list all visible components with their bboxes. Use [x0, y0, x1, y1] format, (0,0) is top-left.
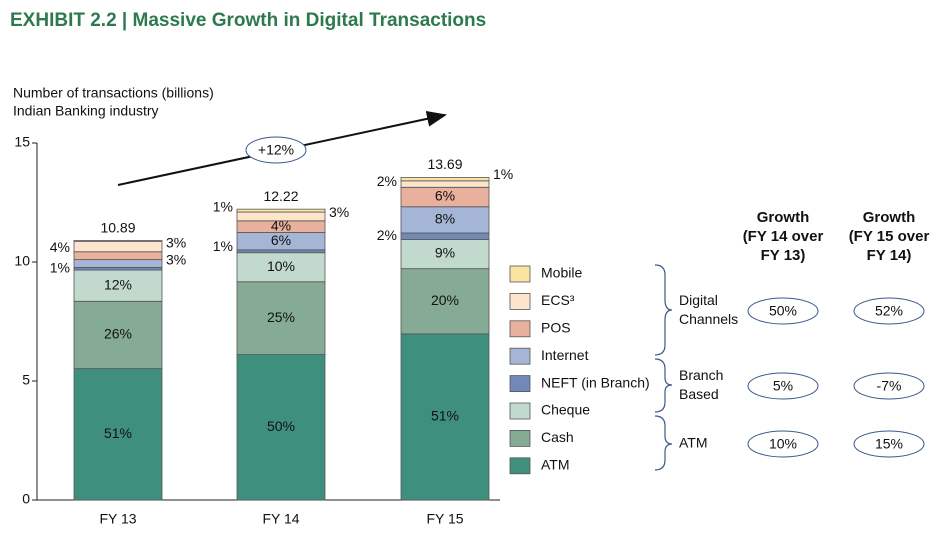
legend-label: ECS³ [541, 292, 575, 308]
table-header: (FY 14 over [743, 228, 824, 245]
bar-segment [400, 180, 490, 188]
bar-segment [400, 238, 490, 270]
value-ellipse [747, 297, 819, 325]
annotation: +12% [258, 142, 294, 158]
annotation-ellipse [245, 136, 307, 164]
table-value: 52% [875, 303, 903, 319]
table-value: 50% [769, 303, 797, 319]
legend-swatch [509, 429, 531, 447]
data-label: 50% [267, 418, 295, 434]
bar-segment [400, 206, 490, 234]
bar-segment [400, 333, 490, 501]
data-label: 3% [329, 204, 349, 220]
bar-segment [73, 300, 163, 370]
data-label: 6% [271, 232, 291, 248]
data-label: 12% [104, 276, 132, 292]
table-header: Growth [757, 209, 810, 226]
data-label: 51% [104, 425, 132, 441]
value-ellipse [853, 372, 925, 400]
data-label: 8% [435, 211, 455, 227]
data-label: 4% [50, 239, 70, 255]
table-value: 5% [773, 378, 793, 394]
data-label: 51% [431, 408, 459, 424]
bar-segment [236, 252, 326, 283]
table-value: -7% [877, 378, 902, 394]
data-label: 2% [377, 173, 397, 189]
bar-segment [73, 240, 163, 242]
legend-swatch [509, 375, 531, 393]
data-label: 25% [267, 309, 295, 325]
legend-label: Cash [541, 429, 574, 445]
data-label: 2% [377, 227, 397, 243]
data-label: 1% [213, 198, 233, 214]
table-header: (FY 15 over [849, 228, 930, 245]
row-label: ATM [679, 435, 708, 451]
chart-title: EXHIBIT 2.2 | Massive Growth in Digital … [10, 10, 486, 31]
total-label: 12.22 [263, 188, 298, 204]
bar-segment [400, 177, 490, 182]
row-label: Channels [679, 311, 738, 327]
bar-segment [236, 211, 326, 222]
bar-segment [236, 354, 326, 501]
y-axis-label: Number of transactions (billions) [13, 85, 214, 101]
y-axis-label: Indian Banking industry [13, 103, 159, 119]
table-value: 10% [769, 436, 797, 452]
legend-label: Cheque [541, 402, 590, 418]
legend-swatch [509, 292, 531, 310]
data-label: 1% [493, 166, 513, 182]
value-ellipse [853, 430, 925, 458]
data-label: 1% [50, 259, 70, 275]
x-tick-label: FY 13 [99, 511, 136, 527]
total-label: 13.69 [427, 156, 462, 172]
bar-segment [73, 251, 163, 261]
legend-label: NEFT (in Branch) [541, 374, 650, 390]
data-label: 6% [435, 188, 455, 204]
x-tick-label: FY 14 [262, 511, 299, 527]
bar-segment [73, 259, 163, 268]
legend-swatch [509, 347, 531, 365]
legend-swatch [509, 320, 531, 338]
value-ellipse [853, 297, 925, 325]
row-label: Branch [679, 367, 723, 383]
legend-label: ATM [541, 457, 570, 473]
bar-segment [236, 208, 326, 213]
table-header: FY 14) [867, 247, 912, 264]
data-label: 4% [271, 217, 291, 233]
legend-label: Mobile [541, 265, 582, 281]
data-label: 10% [267, 258, 295, 274]
data-label: 1% [213, 238, 233, 254]
bar-segment [236, 281, 326, 355]
data-label: 3% [166, 234, 186, 250]
data-label: 20% [431, 292, 459, 308]
legend-label: POS [541, 320, 571, 336]
y-tick-label: 15 [14, 134, 30, 150]
y-tick-label: 10 [14, 253, 30, 269]
y-tick-label: 0 [22, 491, 30, 507]
row-label: Based [679, 386, 719, 402]
table-header: Growth [863, 209, 916, 226]
data-label: 9% [435, 245, 455, 261]
legend-swatch [509, 402, 531, 420]
x-tick-label: FY 15 [426, 511, 463, 527]
row-label: Digital [679, 292, 718, 308]
legend-label: Internet [541, 347, 589, 363]
table-header: FY 13) [761, 247, 806, 264]
table-value: 15% [875, 436, 903, 452]
legend-swatch [509, 265, 531, 283]
y-tick-label: 5 [22, 372, 30, 388]
bar-segment [236, 249, 326, 254]
total-label: 10.89 [100, 219, 135, 235]
bar-segment [73, 269, 163, 302]
bar-segment [73, 240, 163, 253]
legend-swatch [509, 457, 531, 475]
braces [654, 264, 673, 471]
bar-segment [400, 232, 490, 240]
bar-segment [400, 268, 490, 335]
value-ellipse [747, 430, 819, 458]
data-label: 26% [104, 326, 132, 342]
data-label: 3% [166, 251, 186, 267]
value-ellipse [747, 372, 819, 400]
